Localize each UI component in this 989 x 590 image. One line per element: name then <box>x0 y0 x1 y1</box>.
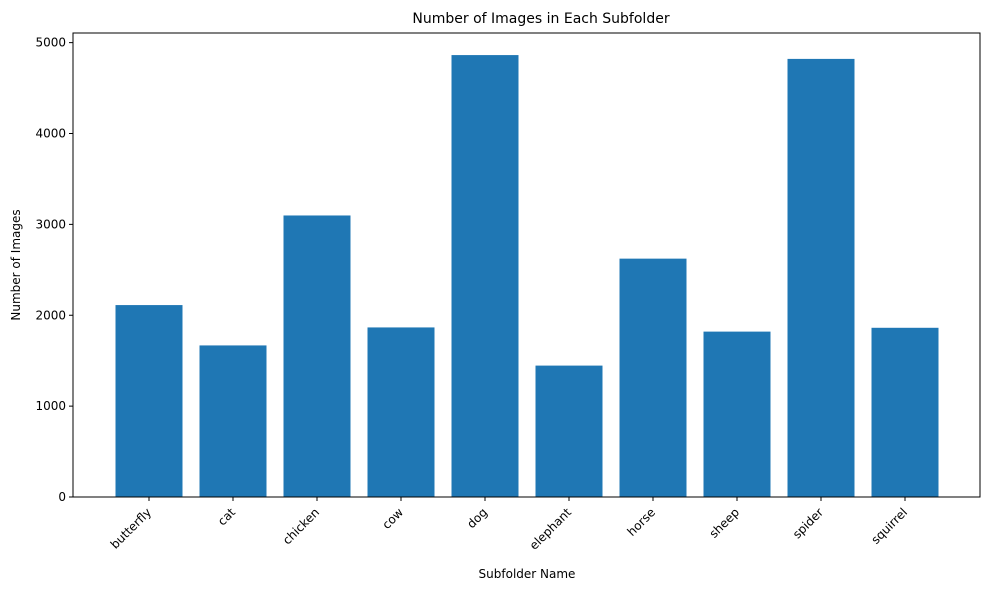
x-ticks-group: butterfly cat chicken cow dog elephant horse sh… <box>108 497 910 553</box>
x-tick-label: squirrel <box>868 505 910 547</box>
bar-cow <box>367 327 435 497</box>
x-tick-label: dog <box>464 505 490 531</box>
bar-dog <box>451 55 519 498</box>
plot-frame <box>72 32 981 498</box>
bar-cat <box>199 345 267 497</box>
bars-group <box>115 55 939 498</box>
bar-butterfly <box>115 305 183 497</box>
x-tick-label: cow <box>379 505 406 532</box>
x-tick-label: sheep <box>707 505 743 541</box>
x-tick-label: elephant <box>527 505 575 553</box>
bar-squirrel <box>871 327 939 497</box>
x-tick-label: horse <box>625 505 659 539</box>
bar-elephant <box>535 365 603 497</box>
y-tick-label: 1000 <box>35 399 66 413</box>
y-ticks-group: 0 1000 2000 3000 4000 5000 <box>35 36 73 504</box>
x-tick-label: spider <box>790 505 826 541</box>
x-tick-label: butterfly <box>108 505 154 551</box>
y-tick-label: 0 <box>58 490 66 504</box>
y-tick-label: 4000 <box>35 127 66 141</box>
chart-title: Number of Images in Each Subfolder <box>412 11 669 27</box>
y-tick-label: 3000 <box>35 217 66 231</box>
x-tick-label: chicken <box>280 505 322 547</box>
y-axis-label: Number of Images <box>9 209 23 320</box>
bar-spider <box>787 58 855 498</box>
x-tick-label: cat <box>215 505 238 528</box>
bar-sheep <box>703 331 771 497</box>
bar-horse <box>619 258 687 497</box>
y-tick-label: 5000 <box>35 36 66 50</box>
bar-chicken <box>283 215 351 498</box>
y-tick-label: 2000 <box>35 308 66 322</box>
x-axis-label: Subfolder Name <box>479 567 576 581</box>
